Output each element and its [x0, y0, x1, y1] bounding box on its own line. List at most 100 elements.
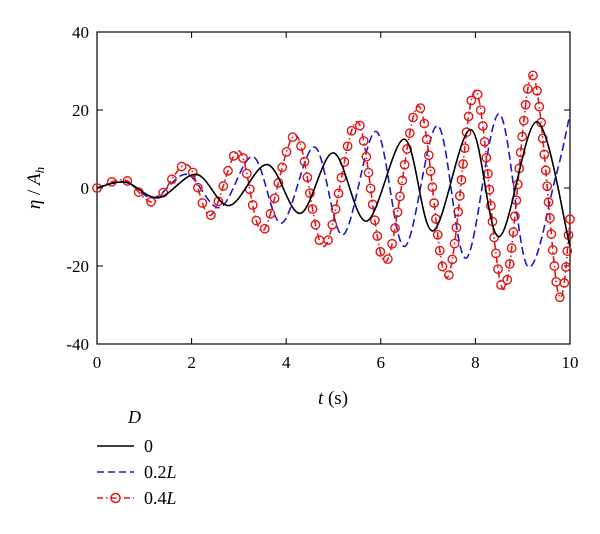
series-marker-2	[493, 264, 503, 275]
series-marker-2	[333, 188, 344, 199]
legend-title: D	[127, 407, 141, 427]
legend: D 0 0.2L 0.4L	[97, 407, 177, 508]
series-marker-2	[390, 223, 400, 233]
series-marker-2	[192, 182, 203, 193]
series-marker-2	[458, 159, 468, 169]
series-marker-2	[310, 219, 321, 230]
y-tick-label: 40	[72, 23, 89, 42]
x-tick-label: 8	[471, 353, 480, 372]
series-marker-2	[561, 262, 571, 272]
series-marker-2	[187, 167, 198, 178]
series-marker-2	[466, 95, 477, 106]
series-marker-2	[281, 146, 292, 157]
series-marker-2	[397, 175, 408, 186]
series-marker-2	[481, 152, 492, 163]
x-tick-label: 0	[93, 353, 102, 372]
y-axis-sub: h	[32, 167, 47, 174]
series-marker-2	[365, 183, 376, 194]
series-marker-2	[559, 278, 570, 288]
series-marker-2	[506, 243, 517, 254]
series-marker-2	[434, 245, 445, 256]
series-marker-2	[443, 270, 454, 280]
series-marker-2	[176, 161, 187, 172]
series-marker-2	[449, 238, 460, 249]
series-marker-2	[265, 208, 276, 219]
series-marker-2	[554, 292, 565, 303]
series-marker-2	[423, 150, 434, 161]
y-tick-label: 20	[72, 101, 89, 120]
series-marker-2	[122, 176, 133, 186]
series-marker-2	[532, 85, 542, 96]
series-marker-2	[456, 175, 467, 185]
series-line-0	[96, 120, 571, 247]
series-line-2	[96, 74, 571, 298]
series-marker-2	[425, 166, 436, 177]
y-axis-sep: /	[24, 185, 45, 200]
series-marker-2	[496, 280, 506, 290]
legend-entry-1: 0.2L	[144, 462, 177, 482]
series-marker-2	[205, 210, 216, 221]
series-marker-2	[451, 222, 462, 233]
series-marker-2	[305, 188, 315, 199]
series-line-1	[96, 113, 571, 268]
series-marker-2	[228, 150, 239, 161]
series-marker-2	[463, 111, 474, 122]
series-marker-2	[472, 89, 483, 100]
series-marker-2	[517, 131, 528, 142]
series-marker-2	[539, 149, 550, 160]
series-marker-2	[299, 156, 310, 167]
series-marker-2	[358, 136, 369, 146]
series-marker-2	[287, 132, 298, 143]
series-marker-2	[167, 174, 177, 185]
x-tick-label: 6	[377, 353, 386, 372]
axis-ticks: 0 2 4 6 8 10 -40 -20 0 20 40	[66, 23, 578, 372]
series-marker-2	[520, 99, 531, 110]
legend-marker-2	[110, 492, 121, 504]
series-marker-2	[223, 165, 233, 176]
series-marker-2	[565, 214, 575, 225]
series-layer	[92, 70, 575, 303]
x-tick-label: 10	[562, 353, 579, 372]
series-marker-2	[277, 162, 288, 173]
y-tick-label: -20	[66, 257, 89, 276]
series-marker-2	[346, 125, 357, 136]
series-marker-2	[421, 134, 432, 145]
series-marker-2	[387, 238, 398, 249]
series-marker-2	[251, 215, 262, 226]
series-marker-2	[399, 159, 410, 170]
series-marker-2	[269, 193, 280, 204]
series-marker-2	[92, 183, 102, 193]
series-marker-2	[437, 261, 448, 272]
series-marker-2	[259, 223, 270, 234]
series-marker-2	[543, 197, 554, 208]
series-marker-2	[392, 207, 403, 218]
y-tick-label: -40	[66, 335, 89, 354]
series-marker-2	[382, 254, 393, 265]
series-marker-2	[479, 136, 490, 147]
y-axis-var: η	[24, 200, 45, 209]
series-marker-2	[361, 151, 372, 162]
series-marker-2	[461, 127, 472, 138]
x-axis-var: t	[318, 388, 324, 409]
series-marker-2	[518, 115, 529, 126]
series-marker-2	[395, 191, 405, 202]
series-marker-2	[302, 172, 313, 183]
y-axis-var2: A	[24, 173, 45, 187]
series-marker-2	[534, 101, 545, 112]
series-marker-2	[454, 190, 465, 201]
series-marker-2	[415, 103, 426, 114]
series-marker-2	[247, 200, 258, 210]
x-tick-label: 2	[187, 353, 196, 372]
series-marker-2	[515, 147, 526, 158]
series-marker-2	[508, 227, 519, 238]
series-marker-2	[327, 219, 338, 230]
series-marker-2	[342, 141, 353, 152]
legend-entry-0: 0	[144, 436, 153, 456]
series-marker-2	[146, 196, 156, 207]
series-marker-2	[537, 133, 548, 144]
series-marker-2	[545, 213, 555, 224]
series-marker-2	[296, 141, 306, 151]
x-axis-title: t (s)	[318, 388, 348, 409]
series-marker-2	[375, 246, 386, 257]
